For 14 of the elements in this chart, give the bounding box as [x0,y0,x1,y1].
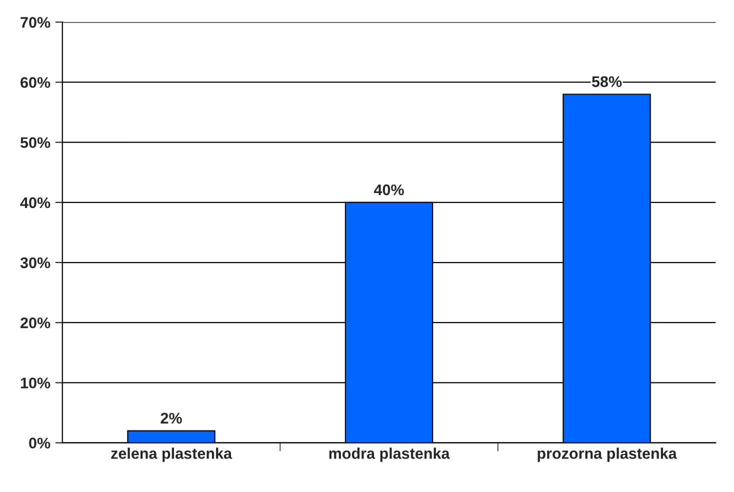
y-tick-label: 20% [20,317,50,328]
data-label: 58% [592,76,622,88]
y-tick-label: 10% [20,378,50,388]
y-tick-label: 50% [20,137,50,148]
x-tick-label: modra plastenka [329,448,450,462]
y-tick-label: 70% [20,17,50,28]
y-tick-label: 0% [29,438,50,448]
y-tick-label: 30% [20,257,50,268]
x-tick-label: zelena plastenka [111,448,232,462]
y-tick-label: 60% [20,77,50,88]
data-label: 40% [374,184,404,196]
data-label: 2% [160,412,182,424]
x-tick-label: prozorna plastenka [538,448,677,462]
y-tick-label: 40% [20,197,50,208]
